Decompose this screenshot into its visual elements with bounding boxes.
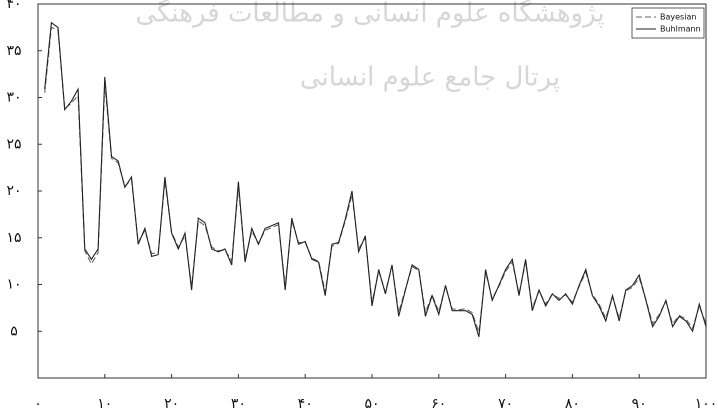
x-tick-label: ۲۰ xyxy=(164,396,179,412)
x-tick-label: ۶۰ xyxy=(431,396,446,412)
y-tick-label: ۱۵ xyxy=(6,230,21,246)
x-tick-label: ۳۰ xyxy=(231,396,246,412)
watermark: پرتال جامع علوم انسانی xyxy=(300,63,560,93)
legend-label: Buhlmann xyxy=(660,25,701,34)
y-tick-label: ۳۵ xyxy=(6,43,21,59)
y-tick-label: ۴۰ xyxy=(6,0,21,12)
x-tick-label: ۵۰ xyxy=(364,396,379,412)
x-tick-label: ۴۰ xyxy=(298,396,313,412)
x-tick-label: ۸۰ xyxy=(565,396,580,412)
y-tick-label: ۲۰ xyxy=(6,183,21,199)
y-tick-label: ۳۰ xyxy=(6,90,21,106)
legend-box xyxy=(631,7,705,39)
x-tick-label: ۱۰ xyxy=(97,396,112,412)
y-tick-label: ۲۵ xyxy=(6,136,21,152)
x-tick-label: ۹۰ xyxy=(632,396,647,412)
x-tick-label: ۷۰ xyxy=(498,396,513,412)
y-tick-label: ۵ xyxy=(10,323,18,339)
legend-label: Bayesian xyxy=(660,13,696,22)
y-tick-label: ۱۰ xyxy=(6,277,21,293)
x-tick-label: ۱۰۰ xyxy=(695,396,718,412)
x-tick-label: ۰ xyxy=(34,396,42,412)
watermark: پژوهشگاه علوم انسانی و مطالعات فرهنگی xyxy=(135,0,604,29)
series-line xyxy=(44,21,707,338)
